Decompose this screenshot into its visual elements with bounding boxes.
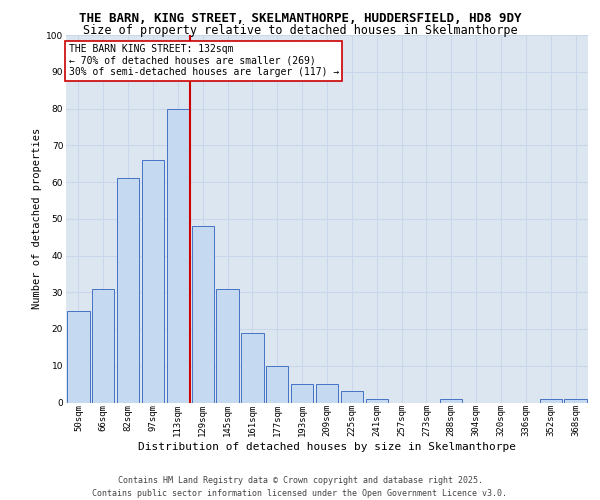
Bar [266,366,289,403]
Text: Contains HM Land Registry data © Crown copyright and database right 2025.
Contai: Contains HM Land Registry data © Crown c… [92,476,508,498]
Bar [191,226,214,402]
Bar [341,392,363,402]
Bar [167,108,189,403]
Text: THE BARN, KING STREET, SKELMANTHORPE, HUDDERSFIELD, HD8 9DY: THE BARN, KING STREET, SKELMANTHORPE, HU… [79,12,521,26]
Bar [241,332,263,402]
Bar [440,399,463,402]
Text: THE BARN KING STREET: 132sqm
← 70% of detached houses are smaller (269)
30% of s: THE BARN KING STREET: 132sqm ← 70% of de… [68,44,339,78]
Bar [365,399,388,402]
Y-axis label: Number of detached properties: Number of detached properties [32,128,42,310]
Bar [291,384,313,402]
X-axis label: Distribution of detached houses by size in Skelmanthorpe: Distribution of detached houses by size … [138,442,516,452]
Bar [117,178,139,402]
Text: Size of property relative to detached houses in Skelmanthorpe: Size of property relative to detached ho… [83,24,517,37]
Bar [142,160,164,402]
Bar [217,288,239,403]
Bar [92,288,115,403]
Bar [565,399,587,402]
Bar [539,399,562,402]
Bar [67,310,89,402]
Bar [316,384,338,402]
